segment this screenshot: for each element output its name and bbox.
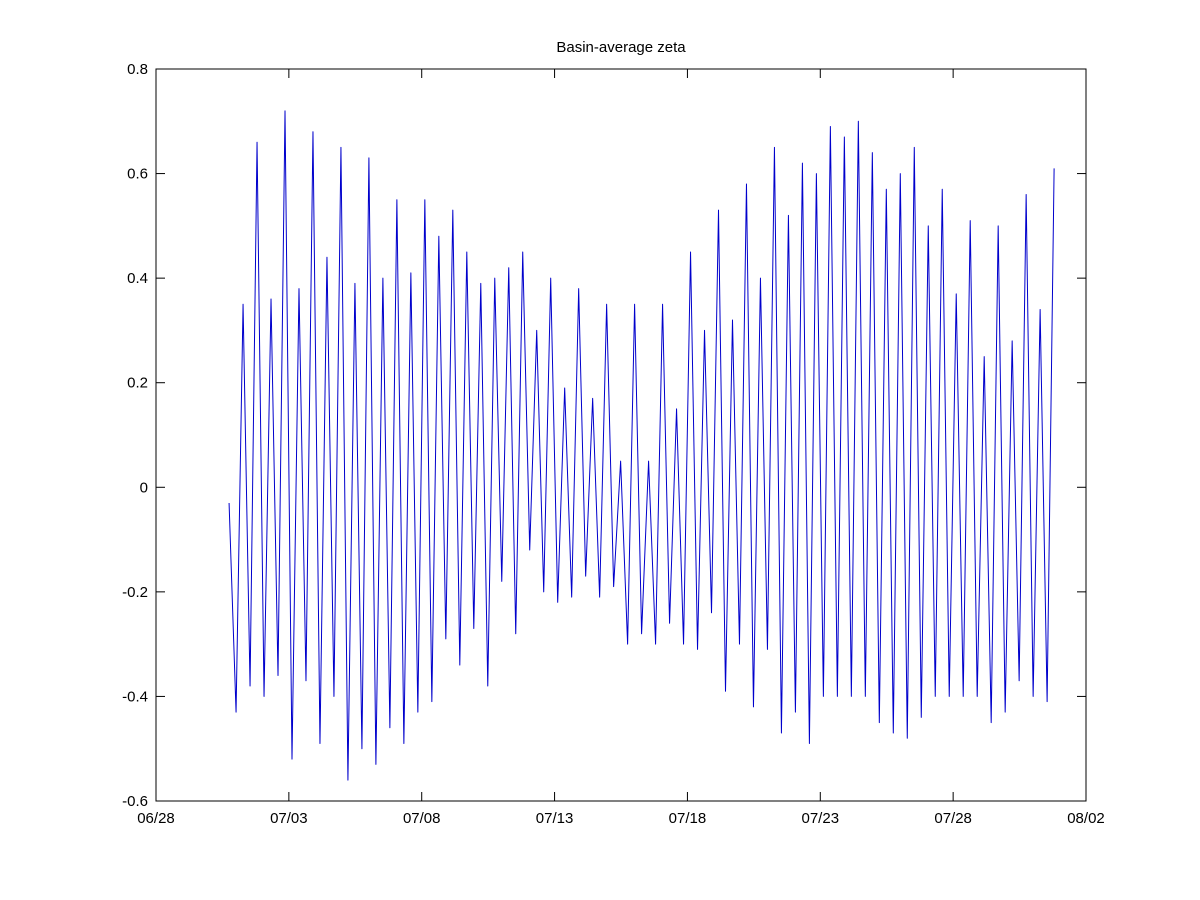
x-tick-label: 06/28 (137, 810, 175, 827)
plot-background (156, 69, 1086, 801)
plot-area (155, 68, 1087, 802)
y-tick-label: -0.2 (122, 584, 148, 601)
y-tick-label: 0.4 (127, 270, 148, 287)
tick-labels: 06/28 07/03 07/08 07/13 07/18 07/23 07/28 08/02… (122, 61, 1105, 827)
y-tick-label: -0.6 (122, 793, 148, 810)
y-tick-label: 0 (140, 479, 148, 496)
x-tick-label: 07/08 (403, 810, 441, 827)
axis-ticks (155, 68, 1087, 802)
chart-title: Basin-average zeta (556, 39, 686, 56)
y-tick-label: 0.2 (127, 375, 148, 392)
x-tick-label: 07/03 (270, 810, 308, 827)
y-tick-label: -0.4 (122, 688, 148, 705)
axes-box (155, 68, 1087, 802)
series-line-zeta (228, 110, 1055, 781)
x-tick-label: 07/23 (802, 810, 840, 827)
x-tick-label: 07/18 (669, 810, 707, 827)
x-tick-label: 07/13 (536, 810, 574, 827)
x-tick-label: 07/28 (934, 810, 972, 827)
y-tick-label: 0.6 (127, 166, 148, 183)
x-tick-label: 08/02 (1067, 810, 1105, 827)
y-tick-label: 0.8 (127, 61, 148, 78)
